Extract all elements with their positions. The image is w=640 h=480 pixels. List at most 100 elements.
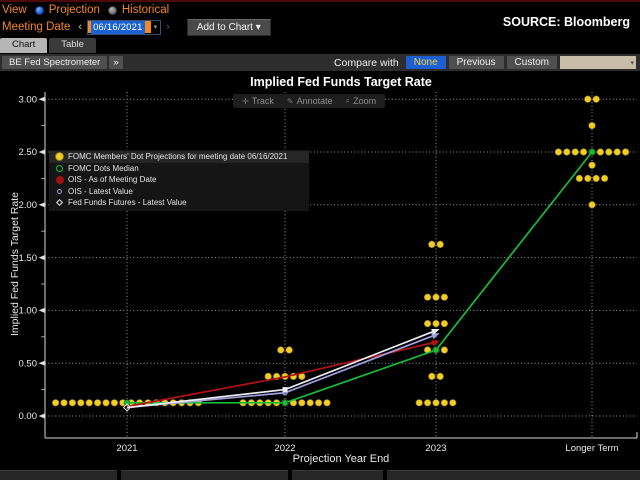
fomc-dot: [436, 372, 444, 381]
legend-item-ois-meeting: OIS - As of Meeting Date: [49, 174, 309, 186]
fomc-dot: [285, 346, 293, 354]
square-marker: [282, 387, 288, 393]
compare-previous-button[interactable]: Previous: [448, 56, 504, 69]
yellow-dot-icon: [55, 152, 64, 162]
dot-plot-canvas[interactable]: 0.00 0.50 1.00 1.50 2.00 2.50 3.00 2021 2022 2023…: [0, 72, 640, 470]
tab-table[interactable]: Table: [49, 38, 96, 53]
status-bar-segment[interactable]: [0, 470, 117, 480]
y-tick-label: 1.00: [19, 306, 38, 317]
annotate-pencil-icon: ✎: [286, 96, 294, 106]
fomc-dot: [554, 148, 563, 156]
prev-date-chevron[interactable]: ‹: [78, 21, 83, 33]
source-label: SOURCE: Bloomberg: [502, 15, 630, 29]
compare-custom-dropdown[interactable]: ▾: [560, 56, 636, 69]
white-diamond-icon: [55, 199, 64, 207]
fomc-dot: [588, 121, 596, 130]
series-line: [127, 151, 593, 404]
meeting-date-label: Meeting Date: [2, 21, 71, 33]
y-tick-arrow: [38, 307, 45, 313]
date-dropdown-caret-icon[interactable]: ▾: [153, 24, 158, 31]
x-axis-title: Projection Year End: [292, 453, 390, 465]
y-tick-arrow: [38, 149, 45, 155]
status-bar-segment[interactable]: [387, 470, 640, 480]
top-accent-line: [0, 0, 640, 2]
fomc-dot: [85, 399, 93, 407]
breadcrumb-more-button[interactable]: »: [109, 56, 123, 69]
breadcrumb[interactable]: BE Fed Spectrometer: [2, 56, 108, 69]
chart-toolbar: BE Fed Spectrometer » Compare with None …: [0, 54, 640, 71]
zoom-tool[interactable]: ⌕ Zoom: [346, 96, 377, 106]
legend-label: Fed Funds Futures - Latest Value: [68, 198, 187, 208]
fomc-dot: [277, 346, 285, 354]
chart-tools: ✛ Track ✎ Annotate ⌕ Zoom: [233, 94, 386, 108]
zoom-magnifier-icon: ⌕: [345, 96, 351, 105]
median-marker: [588, 148, 596, 156]
y-tick-arrow: [38, 255, 45, 261]
view-label: View: [2, 4, 27, 16]
fomc-dot: [424, 399, 432, 407]
legend-item-ois-latest: OIS - Latest Value: [49, 186, 309, 198]
meeting-date-value: 06/16/2021: [91, 20, 145, 34]
compare-none-button[interactable]: None: [405, 56, 446, 69]
status-bar-segment[interactable]: [292, 470, 383, 480]
x-tick-label: 2021: [116, 443, 137, 454]
fomc-dot: [110, 399, 118, 407]
fomc-dot: [613, 148, 621, 156]
arrowhead: [431, 339, 440, 347]
legend-label: FOMC Members' Dot Projections for meetin…: [68, 152, 288, 162]
radio-historical[interactable]: Historical: [107, 4, 170, 16]
arrowhead: [431, 328, 440, 335]
y-tick-label: 3.00: [19, 94, 38, 105]
legend-item-median: FOMC Dots Median: [49, 163, 309, 175]
fomc-dot: [440, 399, 449, 407]
fomc-dot: [592, 95, 600, 103]
radio-historical-label: Historical: [121, 4, 170, 16]
diamond-marker: [122, 403, 132, 412]
next-date-chevron[interactable]: ›: [166, 21, 170, 33]
series-line: [126, 329, 437, 409]
track-tool[interactable]: ✛ Track: [242, 96, 274, 106]
compare-with-label: Compare with: [333, 56, 399, 69]
y-axis-title: Implied Fed Funds Target Rate: [9, 192, 21, 336]
legend-label: OIS - Latest Value: [68, 186, 133, 196]
fomc-dot: [449, 399, 457, 407]
y-tick-label: 1.50: [19, 253, 38, 264]
x-tick-label: 2022: [274, 443, 295, 454]
fomc-dot: [428, 240, 436, 248]
fomc-dot: [440, 293, 449, 301]
radio-projection[interactable]: Projection: [34, 4, 100, 16]
annotate-label: Annotate: [296, 96, 333, 106]
y-tick-arrow: [38, 202, 45, 208]
lavender-ring-icon: [57, 188, 62, 194]
add-to-chart-button[interactable]: Add to Chart ▾: [186, 18, 271, 36]
fomc-dot: [563, 148, 571, 156]
chart-legend: FOMC Members' Dot Projections for meetin…: [49, 150, 309, 211]
fomc-dot: [51, 399, 60, 407]
y-tick-arrow: [38, 360, 45, 366]
fomc-dot: [298, 399, 306, 407]
fomc-dot: [600, 174, 609, 182]
x-tick-label: Longer Term: [565, 443, 618, 454]
fomc-dot: [436, 240, 444, 248]
fomc-dot: [579, 148, 588, 156]
tab-chart[interactable]: Chart: [0, 38, 48, 53]
radio-historical-icon[interactable]: [107, 5, 117, 15]
radio-projection-icon[interactable]: [34, 5, 44, 15]
fomc-dot: [424, 293, 432, 301]
red-dot-icon: [55, 175, 64, 184]
arrowhead: [431, 333, 440, 340]
status-bar-segment[interactable]: [121, 470, 288, 480]
meeting-date-input[interactable]: 06/16/2021 ▾: [87, 19, 162, 35]
fomc-dot: [575, 174, 584, 182]
fomc-dot: [102, 399, 110, 407]
annotate-tool[interactable]: ✎ Annotate: [287, 96, 333, 106]
compare-custom-button[interactable]: Custom: [506, 56, 557, 69]
status-bar: [0, 470, 640, 480]
fomc-dot: [432, 293, 440, 301]
view-controls: View Projection Historical: [2, 3, 169, 17]
fomc-dot: [315, 399, 323, 407]
y-tick-arrow: [38, 96, 45, 102]
fomc-dot: [588, 161, 596, 169]
fomc-dot: [440, 320, 449, 328]
